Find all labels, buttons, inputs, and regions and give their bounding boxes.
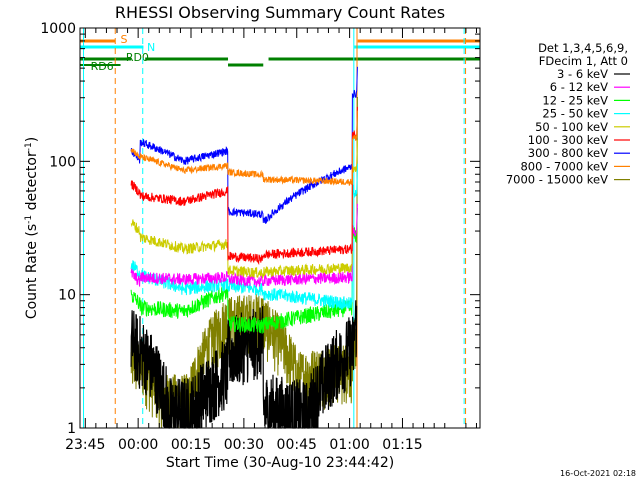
legend-entry-4: 25 - 50 keV [542,107,608,121]
x-axis-label: Start Time (30-Aug-10 23:44:42) [166,455,394,471]
y-tick-label: 1 [67,421,76,437]
chart-title: RHESSI Observing Summary Count Rates [115,3,445,22]
x-tick-label: 01:15 [382,437,422,453]
legend-entry-3: 12 - 25 keV [542,93,608,107]
series-group [130,66,358,429]
x-tick-label: 00:15 [171,437,211,453]
plot-frame [79,27,481,429]
legend-header-line: Det 1,3,4,5,6,9, [538,41,628,55]
timestamp: 16-Oct-2021 02:18 [560,469,636,478]
legend-header-line: FDecim 1, Att 0 [539,54,628,68]
y-axis-label-main: Count Rate (s [24,224,40,319]
y-tick-label: 100 [49,154,76,170]
axes: 1 10 100 1000 23:45 00:00 00:15 00:30 00:45 01:00… [40,21,481,453]
x-tick-label: 00:00 [118,437,158,453]
flag-rd0-label: RD0 [126,51,149,64]
series-2-line [130,203,358,288]
flag-rd6-label: RD6 [91,60,114,73]
y-axis-label-sup2: -1 [24,142,34,151]
y-axis-label-mid: detector [24,151,40,215]
series-4-line [130,163,358,311]
flag-n-label: N [147,41,155,54]
x-tick-label: 00:30 [224,437,264,453]
x-tick-label: 00:45 [277,437,317,453]
legend-entry-2: 6 - 12 keV [550,80,608,94]
legend-entry-9: 7000 - 15000 keV [506,173,608,187]
y-axis-label-end: ) [24,137,40,142]
x-tick-label: 01:00 [329,437,369,453]
y-tick-label: 10 [58,288,76,304]
legend-entry-6: 100 - 300 keV [528,133,608,147]
series-8-line [130,110,358,186]
flag-s-label: S [121,33,128,46]
legend-entry-1: 3 - 6 keV [557,67,608,81]
series-3-line [130,207,358,334]
series-5-line [130,140,358,280]
y-tick-label: 1000 [40,21,76,37]
legend-entry-8: 800 - 7000 keV [520,159,608,173]
series-6-line [130,106,358,266]
legend-entry-7: 300 - 800 keV [528,146,608,160]
x-tick-label: 23:45 [65,437,105,453]
legend: Det 1,3,4,5,6,9,FDecim 1, Att 03 - 6 keV… [506,41,630,187]
y-axis-label-sup1: -1 [24,215,34,224]
legend-entry-5: 50 - 100 keV [535,120,608,134]
y-axis-label: Count Rate (s-1 detector-1) [24,137,40,319]
